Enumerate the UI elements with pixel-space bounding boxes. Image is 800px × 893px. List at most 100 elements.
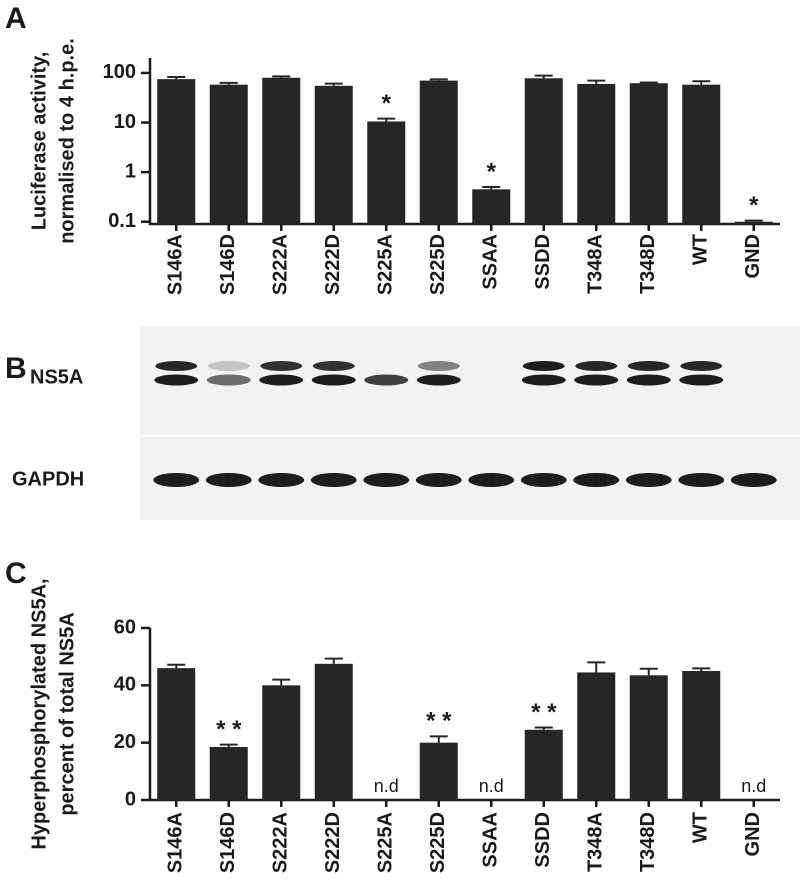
significance-marker: * *: [531, 699, 557, 726]
x-tick-label: S146D: [217, 234, 239, 295]
bar: [314, 663, 353, 800]
x-tick-label: WT: [690, 812, 712, 843]
error-bar: [692, 667, 711, 671]
significance-marker: *: [487, 158, 497, 185]
error-bar: [639, 81, 658, 84]
error-bar: [429, 735, 448, 743]
x-tick-label: S225D: [427, 234, 449, 295]
panel-label: A: [5, 2, 27, 35]
x-tick-label: T348D: [637, 812, 659, 872]
blot-band: [574, 374, 619, 386]
bar: [682, 671, 721, 800]
blot-band: [625, 473, 672, 487]
blot-band: [522, 361, 565, 371]
blot-band: [258, 473, 305, 487]
error-bar: [324, 657, 343, 664]
y-tick-label: 20: [114, 731, 136, 753]
bar: [629, 675, 668, 800]
x-tick-label: SSDD: [532, 812, 554, 868]
blot-background: [140, 326, 800, 520]
error-bar: [534, 726, 553, 730]
bar: [262, 685, 301, 800]
bar: [209, 746, 248, 800]
y-axis-label: percent of total NS5A: [56, 612, 78, 815]
blot-band: [153, 473, 200, 487]
bar: [262, 77, 301, 224]
error-bar: [482, 186, 501, 190]
bar: [577, 672, 616, 800]
y-tick-label: 0: [125, 788, 136, 810]
error-bar: [587, 79, 606, 84]
value-label: n.d: [741, 776, 766, 796]
error-bar: [272, 75, 291, 78]
x-tick-label: S225A: [375, 812, 397, 873]
blot-band: [154, 374, 199, 386]
error-bar: [429, 78, 448, 81]
value-label: n.d: [479, 776, 504, 796]
x-tick-label: T348D: [637, 234, 659, 294]
blot-band: [626, 374, 671, 386]
y-tick-label: 10: [114, 111, 136, 133]
blot-band: [259, 374, 304, 386]
bar: [157, 668, 196, 800]
error-bar: [219, 743, 238, 747]
y-tick-label: 40: [114, 674, 136, 696]
blot-band: [521, 374, 566, 386]
bar: [524, 78, 563, 224]
x-tick-label: S222D: [322, 234, 344, 295]
blot-band: [205, 473, 252, 487]
blot-row-label: NS5A: [30, 366, 83, 388]
error-bar: [167, 663, 186, 669]
blot-band: [417, 361, 460, 371]
blot-band: [468, 473, 515, 487]
error-bar: [219, 81, 238, 85]
bar: [472, 189, 511, 224]
bar: [367, 121, 406, 224]
x-tick-label: S225D: [427, 812, 449, 873]
x-tick-label: SSAA: [480, 234, 502, 290]
y-tick-label: 60: [114, 616, 136, 638]
bar: [209, 84, 248, 225]
error-bar: [272, 678, 291, 686]
x-tick-label: WT: [690, 234, 712, 265]
blot-band: [679, 374, 724, 386]
blot-band: [678, 473, 725, 487]
x-tick-label: S146A: [165, 234, 187, 295]
y-tick-label: 0.1: [108, 210, 136, 232]
blot-lanes: [153, 361, 777, 487]
y-tick-label: 100: [103, 61, 136, 83]
x-tick-label: SSAA: [480, 812, 502, 868]
blot-band: [312, 361, 355, 371]
x-tick-label: S225A: [375, 234, 397, 295]
significance-marker: * *: [426, 708, 452, 735]
blot-band: [311, 374, 356, 386]
blot-divider: [140, 434, 800, 437]
blot-band: [155, 361, 198, 371]
blot-band: [415, 473, 462, 487]
blot-band: [680, 361, 723, 371]
significance-marker: *: [749, 192, 759, 219]
error-bar: [324, 82, 343, 86]
blot-band: [310, 473, 357, 487]
blot-band: [730, 473, 777, 487]
blot-band: [627, 361, 670, 371]
x-tick-label: GND: [742, 812, 764, 856]
x-tick-label: S222A: [270, 234, 292, 295]
bar: [314, 85, 353, 224]
x-tick-label: GND: [742, 234, 764, 278]
x-tick-label: T348A: [585, 812, 607, 872]
error-bar: [587, 661, 606, 673]
y-axis-label: normalised to 4 h.p.e.: [56, 38, 78, 244]
y-tick-label: 1: [125, 160, 136, 182]
x-tick-label: S222D: [322, 812, 344, 873]
error-bar: [534, 74, 553, 79]
blot-band: [260, 361, 303, 371]
x-tick-label: S146A: [165, 812, 187, 873]
blot-band: [363, 473, 410, 487]
significance-marker: *: [382, 90, 392, 117]
bar: [157, 79, 196, 225]
error-bar: [639, 667, 658, 676]
x-tick-label: S146D: [217, 812, 239, 873]
blot-band: [207, 361, 250, 371]
